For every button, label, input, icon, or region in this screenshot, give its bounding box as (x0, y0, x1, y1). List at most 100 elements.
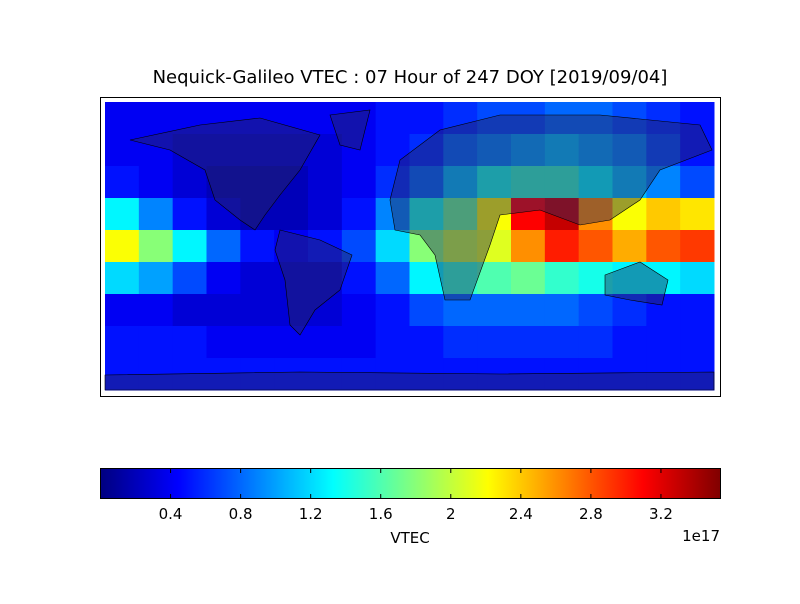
heatmap-cell (612, 294, 647, 327)
heatmap-cell (477, 358, 512, 391)
heatmap-cell (409, 326, 444, 359)
heatmap-cell (612, 358, 647, 391)
colorbar-ticks: 0.4 0.8 1.2 1.6 2 2.4 2.8 3.2 (159, 468, 673, 523)
heatmap-cell (646, 102, 681, 135)
heatmap-cell (578, 326, 613, 359)
heatmap-cell (646, 198, 681, 231)
heatmap-cell (341, 198, 377, 231)
heatmap-cell (341, 102, 377, 135)
heatmap-cell (409, 230, 444, 263)
heatmap-cell (544, 134, 580, 167)
colorbar-tick-label: 2.8 (579, 505, 603, 523)
heatmap-cell (578, 198, 613, 231)
heatmap-cell (680, 134, 715, 167)
heatmap-cell (240, 198, 275, 231)
heatmap-cell (578, 262, 613, 295)
heatmap-cells (105, 102, 715, 391)
heatmap-cell (375, 358, 410, 391)
heatmap-cell (240, 358, 275, 391)
heatmap-cell (646, 134, 681, 167)
heatmap-cell (341, 230, 377, 263)
heatmap-cell (308, 358, 343, 391)
heatmap-cell (477, 102, 512, 135)
colorbar-label: VTEC (390, 529, 429, 547)
heatmap-cell (274, 358, 309, 391)
heatmap-cell (105, 198, 140, 231)
heatmap-cell (240, 262, 275, 295)
heatmap-cell (578, 102, 613, 135)
heatmap-cell (443, 166, 478, 199)
heatmap-cell (206, 294, 241, 327)
heatmap-cell (646, 262, 681, 295)
heatmap-cell (443, 326, 478, 359)
heatmap-cell (544, 294, 580, 327)
heatmap-cell (138, 166, 174, 199)
heatmap-cell (544, 358, 580, 391)
coastlines (104, 109, 715, 391)
heatmap-cell (511, 326, 546, 359)
heatmap-cell (274, 166, 309, 199)
heatmap-cell (172, 358, 207, 391)
heatmap-cell (105, 262, 140, 295)
heatmap-cell (612, 262, 647, 295)
heatmap-cell (206, 262, 241, 295)
heatmap-cell (375, 230, 410, 263)
heatmap-cell (477, 134, 512, 167)
south-america (274, 229, 353, 336)
heatmap-cell (511, 134, 546, 167)
heatmap-cell (341, 326, 377, 359)
colorbar-tick-label: 1.2 (299, 505, 323, 523)
heatmap-cell (646, 230, 681, 263)
heatmap-cell (409, 358, 444, 391)
heatmap-cell (409, 166, 444, 199)
eurasia-africa (389, 114, 713, 301)
heatmap-cell (375, 262, 410, 295)
heatmap-cell (443, 230, 478, 263)
heatmap-cell (308, 326, 343, 359)
heatmap-cell (206, 230, 241, 263)
heatmap-cell (544, 262, 580, 295)
heatmap-cell (612, 230, 647, 263)
heatmap-cell (443, 198, 478, 231)
heatmap-cell (680, 358, 715, 391)
heatmap-cell (511, 102, 546, 135)
heatmap-cell (308, 134, 343, 167)
heatmap-cell (206, 198, 241, 231)
heatmap-cell (240, 134, 275, 167)
heatmap-cell (544, 102, 580, 135)
heatmap-cell (511, 198, 546, 231)
heatmap-cell (612, 134, 647, 167)
heatmap-cell (680, 102, 715, 135)
heatmap-cell (375, 102, 410, 135)
heatmap-cell (511, 294, 546, 327)
heatmap-cell (138, 102, 174, 135)
heatmap-cell (138, 294, 174, 327)
heatmap-cell (443, 294, 478, 327)
heatmap-cell (105, 294, 140, 327)
heatmap-cell (206, 134, 241, 167)
heatmap-cell (105, 166, 140, 199)
heatmap-cell (206, 166, 241, 199)
heatmap-cell (341, 166, 377, 199)
heatmap-cell (544, 166, 580, 199)
heatmap-cell (578, 134, 613, 167)
heatmap-cell (308, 166, 343, 199)
heatmap-cell (680, 198, 715, 231)
heatmap-cell (375, 294, 410, 327)
heatmap-cell (443, 134, 478, 167)
heatmap-cell (274, 262, 309, 295)
heatmap-cell (308, 198, 343, 231)
heatmap-cell (680, 166, 715, 199)
antarctica (104, 371, 715, 391)
colorbar-tick-label: 0.8 (229, 505, 253, 523)
heatmap-cell (375, 134, 410, 167)
heatmap-cell (612, 166, 647, 199)
heatmap-cell (274, 134, 309, 167)
heatmap-cell (511, 358, 546, 391)
heatmap-cell (477, 230, 512, 263)
heatmap-cell (240, 294, 275, 327)
heatmap-cell (443, 262, 478, 295)
heatmap-cell (646, 358, 681, 391)
heatmap-cell (172, 102, 207, 135)
heatmap-cell (511, 230, 546, 263)
